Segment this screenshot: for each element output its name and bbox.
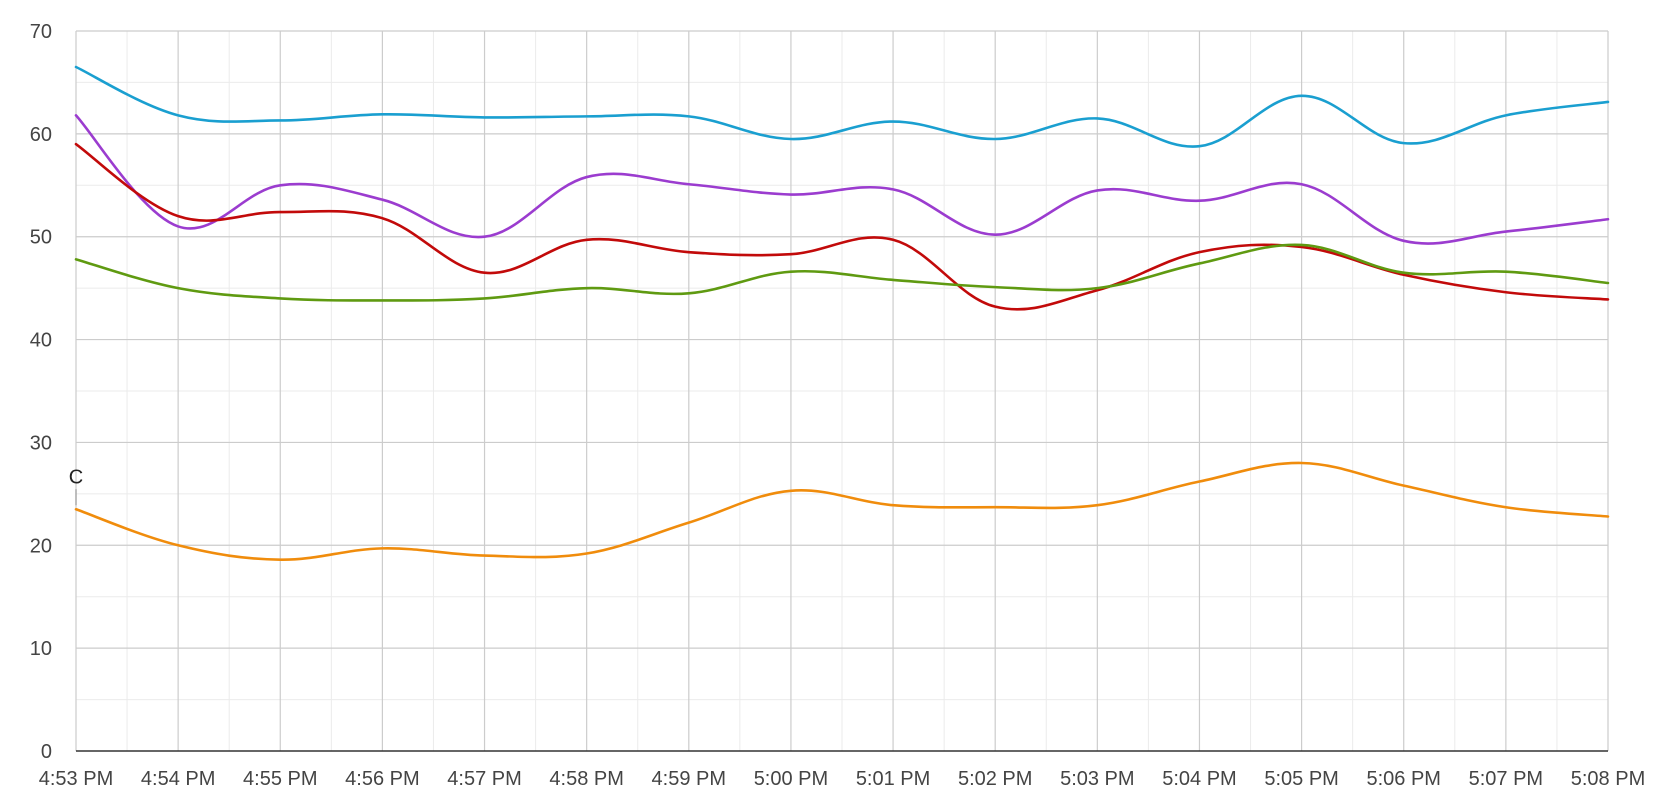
series-line-2 xyxy=(74,114,1610,245)
y-tick-label: 30 xyxy=(30,432,52,454)
x-tick-label: 5:04 PM xyxy=(1162,768,1236,790)
series-line-1 xyxy=(74,65,1610,148)
y-tick-label: 20 xyxy=(30,535,52,557)
x-tick-label: 4:59 PM xyxy=(652,768,726,790)
x-tick-label: 5:01 PM xyxy=(856,768,930,790)
x-tick-label: 4:55 PM xyxy=(243,768,317,790)
x-tick-label: 5:06 PM xyxy=(1366,768,1440,790)
series-line-5 xyxy=(74,461,1610,561)
minor-grid xyxy=(76,31,1608,751)
x-tick-label: 5:08 PM xyxy=(1571,768,1645,790)
y-tick-label: 0 xyxy=(41,741,52,763)
series-line-4 xyxy=(74,243,1610,302)
x-tick-label: 5:05 PM xyxy=(1264,768,1338,790)
annotations: C xyxy=(69,466,83,506)
x-tick-label: 4:57 PM xyxy=(447,768,521,790)
x-tick-label: 4:53 PM xyxy=(39,768,113,790)
y-tick-label: 70 xyxy=(30,21,52,43)
y-tick-label: 40 xyxy=(30,330,52,352)
x-tick-label: 5:07 PM xyxy=(1469,768,1543,790)
series-line-3 xyxy=(74,142,1610,311)
y-tick-label: 60 xyxy=(30,124,52,146)
y-tick-label: 10 xyxy=(30,638,52,660)
annotation-label: C xyxy=(69,466,83,488)
x-tick-label: 5:00 PM xyxy=(754,768,828,790)
y-axis-tick-labels: 0 10 20 30 40 50 60 70 xyxy=(30,21,52,763)
x-tick-label: 4:56 PM xyxy=(345,768,419,790)
series-layer xyxy=(74,65,1610,561)
x-tick-label: 5:03 PM xyxy=(1060,768,1134,790)
major-grid xyxy=(75,30,1609,751)
x-tick-label: 4:54 PM xyxy=(141,768,215,790)
x-tick-label: 4:58 PM xyxy=(549,768,623,790)
x-axis-tick-labels: 4:53 PM 4:54 PM 4:55 PM 4:56 PM 4:57 PM 4:58 … xyxy=(39,768,1645,790)
x-tick-label: 5:02 PM xyxy=(958,768,1032,790)
y-tick-label: 50 xyxy=(30,227,52,249)
